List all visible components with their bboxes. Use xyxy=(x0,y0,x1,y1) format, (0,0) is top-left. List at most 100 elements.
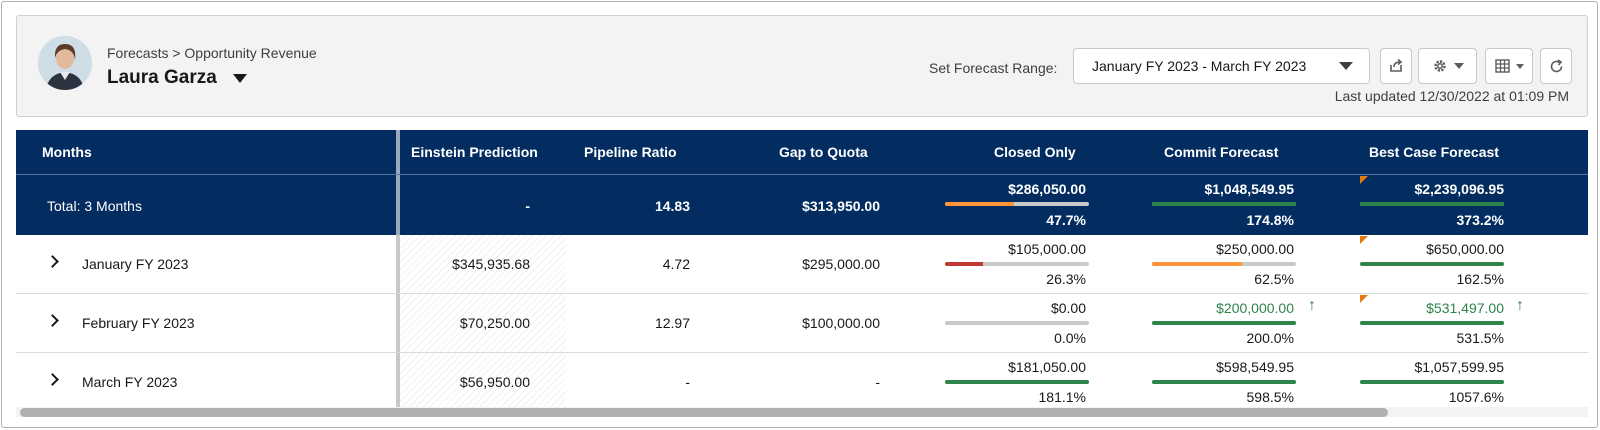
trend-up-icon: ↑ xyxy=(1308,297,1316,314)
chevron-right-icon[interactable] xyxy=(46,314,59,327)
progress-bar xyxy=(1360,262,1504,266)
chevron-right-icon[interactable] xyxy=(46,255,59,268)
row-einstein-prediction: $70,250.00 xyxy=(459,315,530,331)
progress-bar-fill xyxy=(1360,202,1504,206)
progress-bar-fill xyxy=(1360,321,1504,325)
row-pipeline-ratio: 12.97 xyxy=(654,315,690,331)
adjustment-flag-icon[interactable] xyxy=(1360,236,1368,244)
forecast-range-value: January FY 2023 - March FY 2023 xyxy=(1092,58,1307,74)
share-button[interactable] xyxy=(1380,48,1412,84)
metric-percent: 0.0% xyxy=(1054,330,1086,346)
metric-amount: $0.00 xyxy=(1050,300,1086,316)
metric-percent: 174.8% xyxy=(1246,212,1294,228)
row-gap-to-quota: $295,000.00 xyxy=(802,256,880,272)
chevron-down-icon xyxy=(1453,63,1464,69)
metric-percent: 181.1% xyxy=(1038,389,1086,405)
progress-bar xyxy=(945,380,1089,384)
progress-bar xyxy=(945,202,1089,206)
row-gap-to-quota: - xyxy=(875,374,880,390)
trend-up-icon: ↑ xyxy=(1516,297,1524,314)
gear-icon xyxy=(1433,60,1446,72)
metric-amount: $181,050.00 xyxy=(1008,359,1086,375)
metric-amount: $650,000.00 xyxy=(1426,241,1504,257)
forecast-range-select[interactable]: January FY 2023 - March FY 2023 xyxy=(1073,48,1370,84)
column-header-einstein-prediction[interactable]: Einstein Prediction xyxy=(411,144,538,160)
column-divider xyxy=(396,294,400,352)
user-name[interactable]: Laura Garza xyxy=(107,67,217,88)
table-row[interactable]: March FY 2023 $56,950.00 - - $181,050.00… xyxy=(16,353,1588,412)
column-header-commit-forecast[interactable]: Commit Forecast xyxy=(1164,144,1279,160)
row-gap-to-quota: $100,000.00 xyxy=(802,315,880,331)
progress-bar-fill xyxy=(1360,262,1504,266)
metric-amount: $1,048,549.95 xyxy=(1204,181,1294,197)
metric-amount: $1,057,599.95 xyxy=(1414,359,1504,375)
row-month-label: March FY 2023 xyxy=(82,374,178,390)
settings-button[interactable] xyxy=(1418,48,1477,84)
forecast-range-label: Set Forecast Range: xyxy=(929,60,1058,76)
progress-bar-fill xyxy=(945,262,983,266)
last-updated: Last updated 12/30/2022 at 01:09 PM xyxy=(1334,88,1569,104)
metric-percent: 26.3% xyxy=(1046,271,1086,287)
progress-bar-fill xyxy=(945,380,1089,384)
column-header-months[interactable]: Months xyxy=(42,144,92,160)
metric-percent: 162.5% xyxy=(1456,271,1504,287)
share-icon xyxy=(1390,58,1403,72)
row-pipeline-ratio: 4.72 xyxy=(662,256,690,272)
column-header-best-case-forecast[interactable]: Best Case Forecast xyxy=(1369,144,1499,160)
total-row: Total: 3 Months - 14.83 $313,950.00 $286… xyxy=(16,174,1588,235)
metric-amount: $598,549.95 xyxy=(1216,359,1294,375)
progress-bar xyxy=(1360,321,1504,325)
column-header-gap-to-quota[interactable]: Gap to Quota xyxy=(779,144,868,160)
row-einstein-prediction: $345,935.68 xyxy=(452,256,530,272)
metric-percent: 373.2% xyxy=(1456,212,1504,228)
column-divider xyxy=(396,353,400,411)
progress-bar xyxy=(1152,202,1296,206)
metric-amount: $2,239,096.95 xyxy=(1414,181,1504,197)
metric-amount: $286,050.00 xyxy=(1008,181,1086,197)
column-header-closed-only[interactable]: Closed Only xyxy=(994,144,1076,160)
adjustment-flag-icon[interactable] xyxy=(1360,176,1368,184)
adjustment-flag-icon[interactable] xyxy=(1360,295,1368,303)
total-label: Total: 3 Months xyxy=(47,198,142,214)
metric-percent: 47.7% xyxy=(1046,212,1086,228)
table-row[interactable]: February FY 2023 $70,250.00 12.97 $100,0… xyxy=(16,294,1588,353)
refresh-button[interactable] xyxy=(1540,48,1572,84)
forecast-table: Months Einstein Prediction Pipeline Rati… xyxy=(16,130,1588,412)
einstein-cell-background xyxy=(400,353,566,411)
column-header-pipeline-ratio[interactable]: Pipeline Ratio xyxy=(584,144,677,160)
table-row[interactable]: January FY 2023 $345,935.68 4.72 $295,00… xyxy=(16,235,1588,294)
row-pipeline-ratio: - xyxy=(685,374,690,390)
metric-percent: 200.0% xyxy=(1246,330,1294,346)
chevron-down-icon[interactable] xyxy=(233,74,247,83)
progress-bar xyxy=(1152,380,1296,384)
row-month-label: January FY 2023 xyxy=(82,256,189,272)
columns-button[interactable] xyxy=(1485,48,1533,84)
metric-percent: 531.5% xyxy=(1456,330,1504,346)
metric-percent: 62.5% xyxy=(1254,271,1294,287)
progress-bar xyxy=(945,321,1089,325)
total-einstein-prediction: - xyxy=(525,198,530,214)
total-gap-to-quota: $313,950.00 xyxy=(802,198,880,214)
table-header: Months Einstein Prediction Pipeline Rati… xyxy=(16,130,1588,174)
metric-amount: $531,497.00 xyxy=(1426,300,1504,316)
progress-bar-fill xyxy=(1152,380,1296,384)
horizontal-scrollbar-thumb[interactable] xyxy=(20,408,1388,417)
metric-amount: $105,000.00 xyxy=(1008,241,1086,257)
progress-bar xyxy=(1152,321,1296,325)
metric-amount: $200,000.00 xyxy=(1216,300,1294,316)
table-columns-icon xyxy=(1494,59,1510,73)
row-month-label: February FY 2023 xyxy=(82,315,195,331)
forecast-header: Forecasts > Opportunity Revenue Laura Ga… xyxy=(16,15,1588,117)
refresh-icon xyxy=(1550,58,1562,72)
metric-percent: 598.5% xyxy=(1246,389,1294,405)
chevron-down-icon xyxy=(1515,63,1524,69)
chevron-right-icon[interactable] xyxy=(46,373,59,386)
einstein-cell-background xyxy=(400,235,566,293)
progress-bar xyxy=(1360,202,1504,206)
avatar[interactable] xyxy=(38,36,92,90)
metric-percent: 1057.6% xyxy=(1448,389,1504,405)
column-divider[interactable] xyxy=(396,130,400,174)
progress-bar-fill xyxy=(1360,380,1504,384)
progress-bar xyxy=(1152,262,1296,266)
